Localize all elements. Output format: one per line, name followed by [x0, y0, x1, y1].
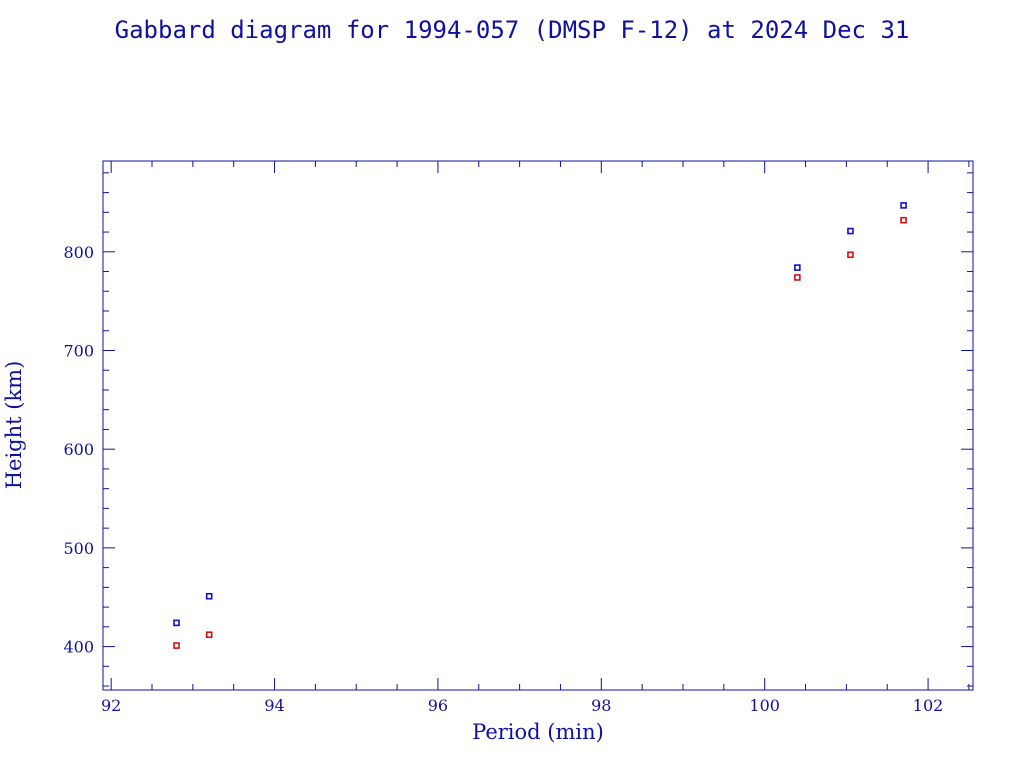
perigee-point [205, 631, 213, 639]
x-tick-label: 94 [264, 696, 284, 715]
perigee-point [794, 274, 801, 281]
y-axis-ticks [103, 172, 973, 687]
y-tick-label: 700 [63, 341, 94, 360]
plot-frame [102, 160, 974, 691]
y-axis-title: Height (km) [2, 361, 26, 490]
apogee-point [900, 202, 907, 209]
chart-title: Gabbard diagram for 1994-057 (DMSP F-12)… [115, 16, 910, 44]
y-tick-label: 600 [63, 440, 94, 459]
data-points [173, 202, 907, 649]
x-tick-label: 98 [591, 696, 611, 715]
perigee-point [173, 642, 180, 649]
apogee-point [173, 619, 180, 627]
y-tick-label: 800 [63, 243, 94, 262]
x-tick-label: 92 [101, 696, 121, 715]
y-tick-label: 400 [63, 638, 94, 657]
apogee-point [205, 592, 213, 600]
x-axis-title: Period (min) [472, 720, 604, 744]
perigee-point [847, 251, 854, 259]
apogee-point [794, 264, 801, 271]
apogee-point [847, 227, 854, 235]
y-axis-tick-labels: 400 500 600 700 800 [63, 243, 94, 657]
y-tick-label: 500 [63, 539, 94, 558]
x-tick-label: 102 [913, 696, 944, 715]
perigee-point [900, 216, 907, 224]
x-axis-ticks [110, 161, 970, 690]
x-tick-label: 100 [749, 696, 780, 715]
x-axis-tick-labels: 92 94 96 98 100 102 [101, 696, 943, 715]
x-tick-label: 96 [428, 696, 448, 715]
